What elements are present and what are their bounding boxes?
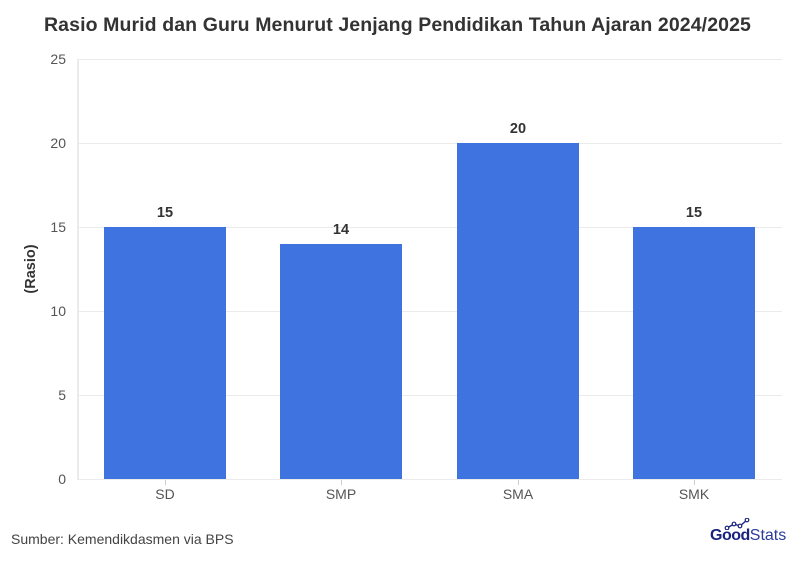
gridline-5 <box>77 395 782 396</box>
y-tick-label: 15 <box>50 219 66 235</box>
bar-value-label: 14 <box>332 221 350 238</box>
y-axis-line <box>77 59 79 479</box>
trend-dots-icon <box>724 518 750 530</box>
gridline-0 <box>77 479 782 480</box>
chart-title: Rasio Murid dan Guru Menurut Jenjang Pen… <box>44 14 751 36</box>
gridline-20 <box>77 143 782 144</box>
gridline-25 <box>77 59 782 60</box>
bar-sd <box>104 227 226 479</box>
x-tick-label: SD <box>155 486 175 502</box>
bar-value-label: 20 <box>509 121 527 137</box>
bar-value-label: 15 <box>156 205 174 221</box>
x-tick-mark <box>341 480 342 485</box>
bar-value-label: 15 <box>685 205 703 221</box>
logo-text-bold: Good <box>710 527 750 544</box>
y-tick-label: 10 <box>50 303 66 319</box>
x-tick-label: SMA <box>502 486 534 502</box>
x-tick-mark <box>165 480 166 485</box>
goodstats-logo: GoodStats <box>710 518 787 545</box>
x-tick-mark <box>694 480 695 485</box>
gridline-10 <box>77 311 782 312</box>
source-note: Sumber: Kemendikdasmen via BPS <box>11 531 234 547</box>
bar-smp <box>280 243 402 479</box>
x-tick-label: SMK <box>678 486 710 502</box>
y-axis-title: (Rasio) <box>23 244 39 294</box>
bar-smk <box>633 227 755 479</box>
x-tick-mark <box>518 480 519 485</box>
y-tick-label: 0 <box>58 471 66 487</box>
bar-sma <box>457 143 579 479</box>
gridline-15 <box>77 227 782 228</box>
y-tick-label: 20 <box>50 135 66 151</box>
logo-text-light: Stats <box>749 527 787 544</box>
plot-area <box>77 59 782 480</box>
y-tick-label: 5 <box>58 387 66 403</box>
x-tick-label: SMP <box>325 486 357 502</box>
y-tick-label: 25 <box>50 51 66 67</box>
